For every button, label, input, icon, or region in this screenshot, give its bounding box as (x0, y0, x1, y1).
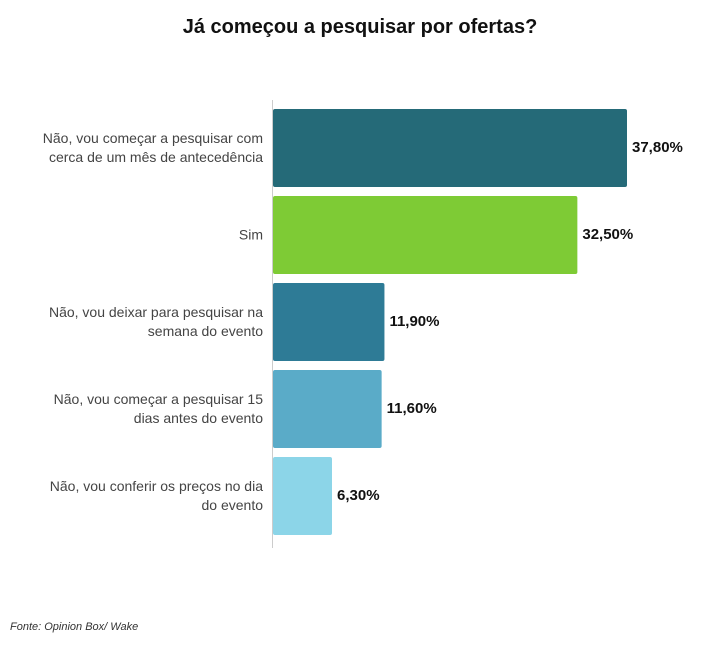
value-label: 6,30% (337, 487, 380, 504)
bar (273, 370, 382, 448)
bar (273, 109, 627, 187)
category-label: Não, vou começar a pesquisar com cerca d… (42, 130, 263, 165)
chart-title: Já começou a pesquisar por ofertas? (182, 16, 538, 38)
category-label: Não, vou começar a pesquisar 15 dias ant… (53, 391, 263, 426)
bar (273, 457, 332, 535)
value-label: 32,50% (582, 226, 633, 243)
category-label: Não, vou conferir os preços no dia do ev… (49, 478, 263, 513)
category-label: Não, vou deixar para pesquisar na semana… (48, 304, 263, 339)
value-label: 37,80% (632, 139, 683, 156)
category-label: Sim (238, 226, 263, 243)
bar (273, 196, 578, 274)
bar (273, 283, 385, 361)
source-note: Fonte: Opinion Box/ Wake (10, 621, 139, 633)
value-label: 11,90% (389, 313, 439, 330)
value-label: 11,60% (387, 400, 437, 417)
